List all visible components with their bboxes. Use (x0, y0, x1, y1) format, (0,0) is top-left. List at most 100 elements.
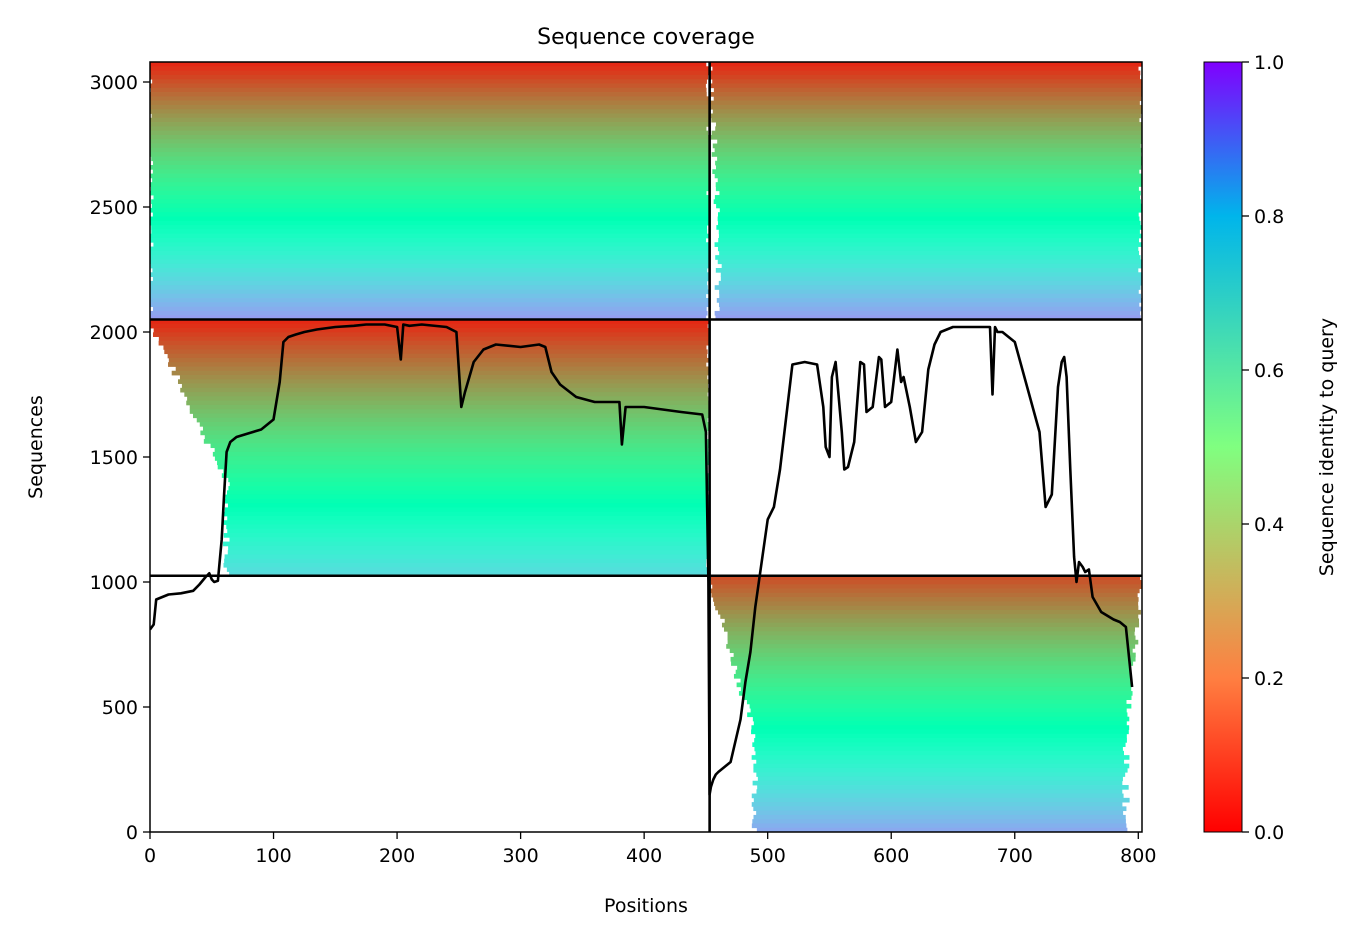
msa-strip (718, 280, 1142, 286)
msa-strip (150, 319, 710, 325)
msa-strip (753, 720, 1127, 726)
msa-strip (737, 665, 1130, 671)
msa-strip (150, 104, 710, 110)
msa-strip (150, 139, 709, 144)
msa-strip (712, 66, 1139, 71)
msa-strip (150, 74, 709, 80)
x-tick-label: 100 (255, 845, 291, 867)
msa-strip (181, 383, 708, 389)
msa-strip (756, 827, 1128, 832)
plot-frame (149, 61, 1143, 833)
msa-strip (151, 113, 710, 119)
msa-strip (150, 280, 708, 286)
msa-strip (158, 336, 709, 342)
msa-strip (152, 169, 709, 174)
msa-strip (733, 673, 1132, 679)
msa-strip (709, 104, 1142, 110)
msa-strip (187, 396, 709, 402)
msa-strip (150, 190, 707, 196)
msa-strip (713, 199, 1141, 205)
msa-strip (153, 332, 710, 337)
msa-strip (720, 614, 1139, 619)
msa-strip (224, 498, 709, 504)
msa-strip (712, 584, 1142, 589)
x-tick-label: 500 (750, 845, 786, 867)
msa-strip (751, 725, 1130, 730)
msa-strip (713, 597, 1139, 602)
msa-strip (214, 456, 710, 461)
msa-strip (229, 571, 707, 577)
msa-strip (727, 639, 1139, 645)
msa-strip (712, 109, 1142, 114)
msa-strip (717, 212, 1139, 217)
colorbar (1203, 61, 1243, 833)
msa-strip (210, 443, 710, 449)
msa-strip (224, 558, 707, 564)
msa-strip (168, 362, 707, 367)
x-tick-label: 200 (379, 845, 415, 867)
msa-strip (711, 117, 1140, 123)
msa-strip (229, 537, 708, 542)
msa-strip (196, 417, 708, 423)
msa-strip (752, 716, 1130, 722)
chart-title: Sequence coverage (537, 25, 755, 50)
msa-strip (228, 545, 710, 551)
msa-strip (151, 199, 709, 205)
msa-strip (212, 451, 710, 457)
msa-strip (226, 567, 710, 572)
msa-strip (150, 272, 710, 277)
msa-strip (709, 575, 1141, 581)
msa-strip (751, 823, 1127, 829)
msa-strip (150, 233, 710, 239)
msa-strip (204, 434, 707, 440)
msa-strip (150, 293, 707, 299)
msa-strip (153, 195, 710, 200)
msa-strip (167, 353, 708, 359)
msa-strip (150, 216, 709, 222)
msa-strip (153, 242, 710, 247)
msa-strip (150, 143, 710, 149)
msa-strip (727, 635, 1136, 641)
x-axis-label: Positions (604, 895, 688, 917)
msa-strip (752, 780, 1123, 786)
msa-strip (186, 400, 710, 406)
msa-strip (200, 430, 708, 436)
msa-strip (227, 528, 710, 534)
colorbar-ticks: 0.0 0.2 0.4 0.6 0.8 1.0 (1242, 52, 1284, 844)
msa-strip (151, 156, 710, 162)
msa-strip (715, 268, 1139, 273)
msa-strip (731, 661, 1134, 666)
msa-strip (158, 340, 710, 346)
msa-strip (150, 302, 710, 308)
msa-strip (715, 122, 1142, 127)
msa-strip (150, 130, 709, 136)
msa-strip (721, 263, 1142, 269)
msa-strip (227, 515, 710, 521)
msa-strip (189, 409, 710, 414)
msa-strip (717, 139, 1142, 144)
msa-strip (757, 776, 1123, 782)
msa-strip (217, 464, 708, 470)
msa-strip (718, 229, 1140, 235)
x-axis: 0 100 200 300 400 500 600 700 800 (144, 832, 1156, 867)
msa-strip (177, 379, 710, 384)
msa-strip (715, 165, 1142, 170)
msa-strip (710, 70, 1141, 76)
msa-strip (150, 250, 710, 256)
msa-strip (223, 562, 707, 568)
msa-strip (720, 272, 1142, 277)
msa-strip (150, 255, 710, 260)
msa-strip (754, 738, 1127, 743)
msa-strip (150, 207, 710, 213)
msa-strip (711, 130, 1142, 136)
msa-strip (721, 622, 1140, 628)
colorbar-tick-label: 1.0 (1254, 52, 1284, 74)
msa-strip (718, 220, 1141, 226)
colorbar-tick-label: 0.6 (1254, 360, 1284, 382)
msa-strip (730, 656, 1136, 662)
msa-strip (746, 699, 1127, 705)
x-tick-label: 0 (144, 845, 156, 867)
x-tick-label: 800 (1120, 845, 1156, 867)
msa-strip (751, 793, 1124, 799)
